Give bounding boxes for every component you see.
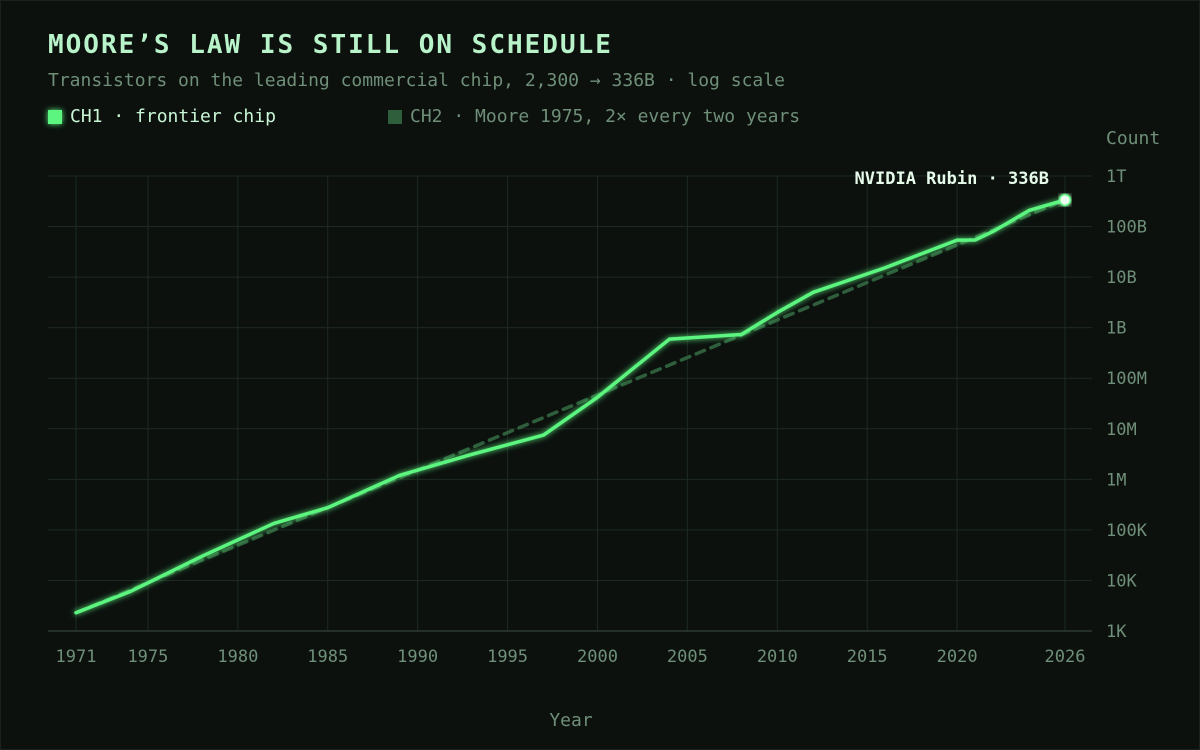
legend-swatch-moore-1975 — [388, 109, 402, 124]
y-tick-label: 10K — [1106, 571, 1137, 591]
x-tick-label: 2005 — [667, 647, 708, 667]
chart-subtitle: Transistors on the leading commercial ch… — [48, 70, 785, 91]
x-tick-label: 2015 — [847, 647, 888, 667]
legend-label-frontier-chip: CH1 · frontier chip — [70, 106, 276, 127]
series-line-frontier-chip — [74, 198, 1067, 615]
series-line-moore-1975 — [74, 198, 1067, 615]
y-tick-label: 1K — [1106, 622, 1127, 642]
y-tick-label: 10B — [1106, 268, 1137, 288]
y-tick-label: 1B — [1106, 319, 1126, 339]
y-tick-label: 1T — [1106, 167, 1126, 187]
y-tick-label: 100B — [1106, 218, 1147, 238]
x-tick-label: 1990 — [397, 647, 438, 667]
x-tick-label: 2010 — [757, 647, 798, 667]
legend-item-frontier-chip: CH1 · frontier chip — [48, 106, 276, 127]
y-tick-label: 10M — [1106, 420, 1137, 440]
x-tick-label: 1980 — [217, 647, 258, 667]
x-tick-label: 2000 — [577, 647, 618, 667]
x-tick-label: 1971 — [56, 647, 97, 667]
y-axis-title: Count — [1106, 128, 1160, 149]
chart-title: MOORE’S LAW IS STILL ON SCHEDULE — [48, 30, 613, 60]
endpoint-marker — [1058, 193, 1072, 207]
legend-swatch-frontier-chip — [48, 109, 62, 124]
y-tick-label: 1M — [1106, 470, 1126, 490]
y-tick-label: 100M — [1106, 369, 1147, 389]
x-tick-label: 1985 — [307, 647, 348, 667]
x-axis-title: Year — [549, 710, 593, 731]
y-tick-label: 100K — [1106, 521, 1148, 541]
x-tick-label: 2020 — [937, 647, 978, 667]
x-tick-label: 1975 — [127, 647, 168, 667]
x-tick-label: 2026 — [1045, 647, 1086, 667]
annotation-label: NVIDIA Rubin · 336B — [855, 169, 1049, 189]
legend-item-moore-1975: CH2 · Moore 1975, 2× every two years — [388, 106, 800, 127]
legend-label-moore-1975: CH2 · Moore 1975, 2× every two years — [410, 106, 801, 127]
x-tick-label: 1995 — [487, 647, 528, 667]
